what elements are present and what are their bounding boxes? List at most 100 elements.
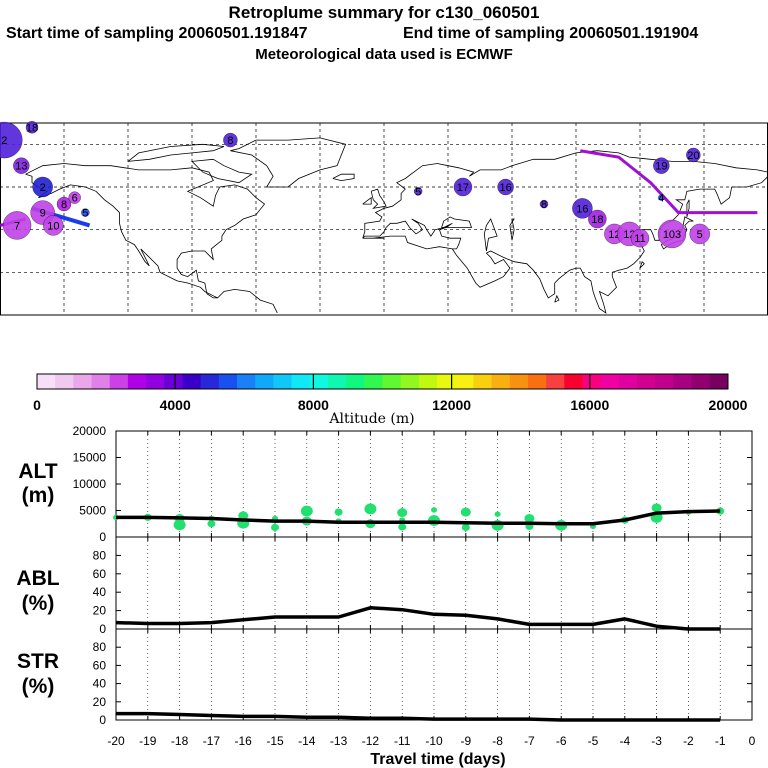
plume-bubble [13,157,30,174]
colorbar-swatch [546,374,565,389]
plume-bubble [413,187,423,196]
x-tick-label: -20 [107,734,125,748]
colorbar-frame [36,373,729,390]
plume-label: 17 [457,182,469,194]
colorbar-swatch [346,374,365,389]
plume-bubble [223,132,238,148]
colorbar-tick-label: 16000 [570,397,609,413]
y-tick-label: 40 [93,585,107,599]
colorbar-tick-label: 0 [33,397,41,413]
y-tick-label: 20000 [73,424,107,438]
altitude-colorbar: 0 4000 8000 12000 16000 20000 Altitude (m) [33,373,748,427]
coastline [332,173,355,182]
x-tick-label: -2 [683,734,694,748]
plume-label: 16 [499,182,511,194]
panel-abl: 0 20 40 60 80 ABL(%) [16,536,753,636]
plume-label: 18 [591,214,603,226]
y-tick-label: 0 [99,713,106,727]
scatter-point [398,523,407,531]
colorbar-swatch [109,374,129,389]
colorbar-swatch [509,374,529,389]
scatter-point [494,511,501,517]
plume-bubble [539,199,549,209]
x-tick-label: -7 [524,734,535,748]
series-line [115,606,721,631]
colorbar-swatch [327,374,347,389]
coastline [639,260,645,269]
colorbar-swatch [273,374,293,389]
colorbar-swatch [709,374,729,389]
plume-label: 9 [40,208,46,220]
y-tick-label: 10000 [73,477,107,491]
x-tick-label: -14 [298,734,316,748]
plume-label: 20 [687,150,699,162]
colorbar-tick-label: 4000 [160,397,191,413]
coastline [451,176,768,314]
x-tick-label: -9 [460,734,471,748]
colorbar-swatch [237,374,256,389]
colorbar-swatch [527,374,547,389]
colorbar-swatch [255,374,274,389]
panel-title: ABL [16,567,59,590]
x-tick-label: -4 [619,734,630,748]
coastline [554,294,560,303]
plume-bubble [653,157,670,174]
panel-title: ALT [18,460,57,483]
coastline [362,196,372,205]
plot-title: Retroplume summary for c130_060501 [228,3,540,22]
colorbar-swatch [127,374,147,389]
x-tick-label: -19 [139,734,157,748]
plume-label: 8 [227,135,233,147]
plume-label: 18 [26,122,38,134]
y-tick-label: 60 [93,658,107,672]
scatter-point [460,507,471,517]
plume-bubble [68,191,81,204]
plume-label: 7 [14,220,20,232]
x-tick-label: -18 [171,734,189,748]
scatter-point [461,523,470,532]
plume-label: 5 [82,208,88,220]
plume-label: 2 [40,182,46,194]
colorbar-swatch [400,374,420,389]
plume-bubble [686,147,701,163]
series-line [116,509,721,526]
scatter-point [238,511,249,521]
plume-bubble [81,208,90,217]
panel-unit: (%) [22,592,55,615]
colorbar-swatch [37,374,56,389]
plume-bubble [572,198,593,219]
plume-bubble [43,215,64,236]
x-tick-label: -10 [425,734,443,748]
x-axis: -20 -19 -18 -17 -16 -15 -14 -13 -12 -11 -10 -9 -8 -7-… [107,734,755,768]
y-tick-label: 15000 [73,451,107,465]
colorbar-swatch [691,374,711,389]
plume-label: 8 [61,199,67,211]
plume-bubble [588,209,607,229]
plume-bubble [657,219,687,249]
end-time: End time of sampling 20060501.191904 [403,25,699,42]
colorbar-tick-label: 20000 [709,397,748,413]
coastline [370,188,387,209]
y-tick-label: 40 [93,677,107,691]
scatter-point [334,508,343,516]
coastline [230,137,347,188]
colorbar-swatch [491,374,511,389]
colorbar-swatch [600,374,620,389]
plume-bubble [497,178,514,196]
colorbar-swatch [618,374,638,389]
colorbar-swatch [564,374,584,389]
colorbar-swatch [291,374,311,389]
scatter-point [271,523,279,532]
plume-label: 6 [72,193,78,205]
y-tick-label: 5000 [79,504,106,518]
coastline [509,218,515,241]
colorbar-swatch [437,374,456,389]
y-tick-label: 80 [93,640,107,654]
x-tick-label: -3 [651,734,662,748]
colorbar-swatch [73,374,93,389]
x-tick-label: -1 [715,734,726,748]
plume-bubble [658,194,665,201]
scatter-point [651,503,662,513]
x-tick-label: -15 [266,734,284,748]
plume-label: 103 [663,229,681,241]
